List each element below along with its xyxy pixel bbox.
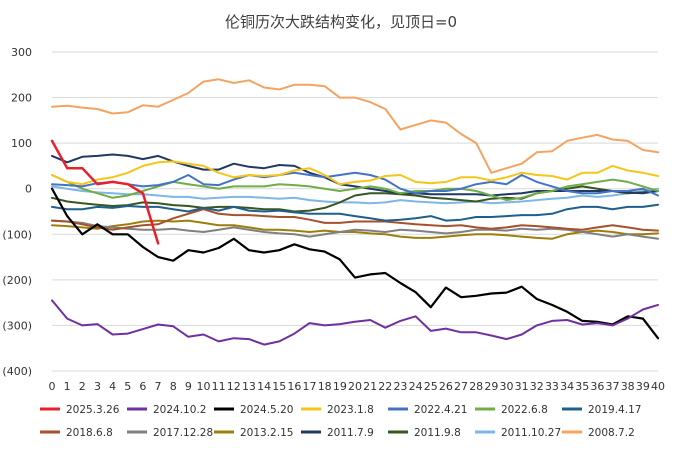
series-line-2022.6.8: [51, 174, 659, 202]
x-tick-label: 2: [79, 380, 86, 393]
legend-label: 2024.10.2: [153, 404, 206, 416]
y-tick-label: (100): [2, 228, 32, 241]
x-tick-label: 6: [139, 380, 146, 393]
series-line-2011.7.9: [51, 153, 659, 197]
x-tick-label: 10: [197, 380, 211, 393]
x-tick-label: 32: [530, 380, 544, 393]
x-tick-label: 40: [651, 380, 665, 393]
legend-label: 2024.5.20: [240, 404, 293, 416]
x-tick-label: 26: [439, 380, 453, 393]
y-tick-label: (300): [2, 319, 32, 332]
x-tick-label: 34: [560, 380, 574, 393]
legend-label: 2022.4.21: [414, 404, 467, 416]
y-axis: 300 200 100 0 (100) (200) (300) (400): [2, 46, 32, 378]
x-tick-label: 17: [303, 380, 317, 393]
y-tick-label: 0: [25, 183, 32, 196]
x-tick-label: 37: [606, 380, 620, 393]
y-tick-label: 300: [11, 46, 32, 59]
x-tick-label: 35: [575, 380, 589, 393]
x-tick-label: 36: [590, 380, 604, 393]
y-tick-label: 200: [11, 92, 32, 105]
x-tick-label: 4: [109, 380, 116, 393]
x-tick-label: 16: [287, 380, 301, 393]
x-tick-label: 23: [393, 380, 407, 393]
x-tick-label: 1: [64, 380, 71, 393]
legend-label: 2023.1.8: [327, 404, 374, 416]
x-tick-label: 0: [49, 380, 56, 393]
x-tick-label: 38: [621, 380, 635, 393]
series-lines: [50, 78, 660, 346]
series-line-2024.5.20: [50, 187, 660, 340]
legend-label: 2022.6.8: [501, 404, 548, 416]
x-tick-label: 5: [124, 380, 131, 393]
x-tick-label: 21: [363, 380, 377, 393]
series-line-2024.10.2: [51, 299, 659, 346]
x-tick-label: 22: [378, 380, 392, 393]
x-tick-label: 14: [257, 380, 271, 393]
x-tick-label: 11: [212, 380, 226, 393]
series-line-2011.10.27: [51, 185, 659, 205]
x-tick-label: 30: [500, 380, 514, 393]
legend-label: 2011.9.8: [414, 427, 461, 439]
series-line-2013.2.15: [51, 219, 659, 240]
x-axis: 0 1 2 3 4 5 6 7 8 9 10 11 12 13 14 15 16 17 18 19 20 21 22 23 24…: [49, 380, 666, 393]
x-tick-label: 24: [409, 380, 423, 393]
series-line-2019.4.17: [51, 203, 659, 222]
legend-label: 2025.3.26: [66, 404, 120, 416]
legend-label: 2018.6.8: [66, 427, 113, 439]
x-tick-label: 9: [185, 380, 192, 393]
x-tick-label: 33: [545, 380, 559, 393]
legend-label: 2017.12.28: [153, 427, 213, 439]
y-tick-label: 100: [11, 137, 32, 150]
x-tick-label: 18: [318, 380, 332, 393]
legend-label: 2013.2.15: [240, 427, 293, 439]
x-tick-label: 8: [170, 380, 177, 393]
legend-label: 2011.10.27: [501, 427, 561, 439]
legend-label: 2008.7.2: [588, 427, 635, 439]
x-tick-label: 3: [94, 380, 101, 393]
y-tick-label: (400): [2, 365, 32, 378]
x-tick-label: 20: [348, 380, 362, 393]
series-line-2025.3.26: [50, 139, 160, 245]
x-tick-label: 29: [484, 380, 498, 393]
x-tick-label: 7: [155, 380, 162, 393]
x-tick-label: 31: [515, 380, 529, 393]
x-tick-label: 12: [227, 380, 241, 393]
x-tick-label: 39: [636, 380, 650, 393]
grid: [52, 51, 658, 372]
chart-title: 伦铜历次大跌结构变化，见顶日=0: [225, 13, 457, 31]
x-tick-label: 15: [272, 380, 286, 393]
x-tick-label: 25: [424, 380, 438, 393]
y-tick-label: (200): [2, 274, 32, 287]
series-line-2023.1.8: [51, 160, 659, 186]
x-tick-label: 28: [469, 380, 483, 393]
series-line-2022.4.21: [51, 171, 659, 197]
x-tick-label: 19: [333, 380, 347, 393]
x-tick-label: 13: [242, 380, 256, 393]
legend: 2025.3.26 2024.10.2 2024.5.20 2023.1.8 2022.…: [40, 404, 641, 439]
x-tick-label: 27: [454, 380, 468, 393]
series-line-2018.6.8: [51, 208, 659, 232]
legend-label: 2011.7.9: [327, 427, 374, 439]
series-line-2008.7.2: [51, 78, 659, 174]
legend-label: 2019.4.17: [588, 404, 641, 416]
